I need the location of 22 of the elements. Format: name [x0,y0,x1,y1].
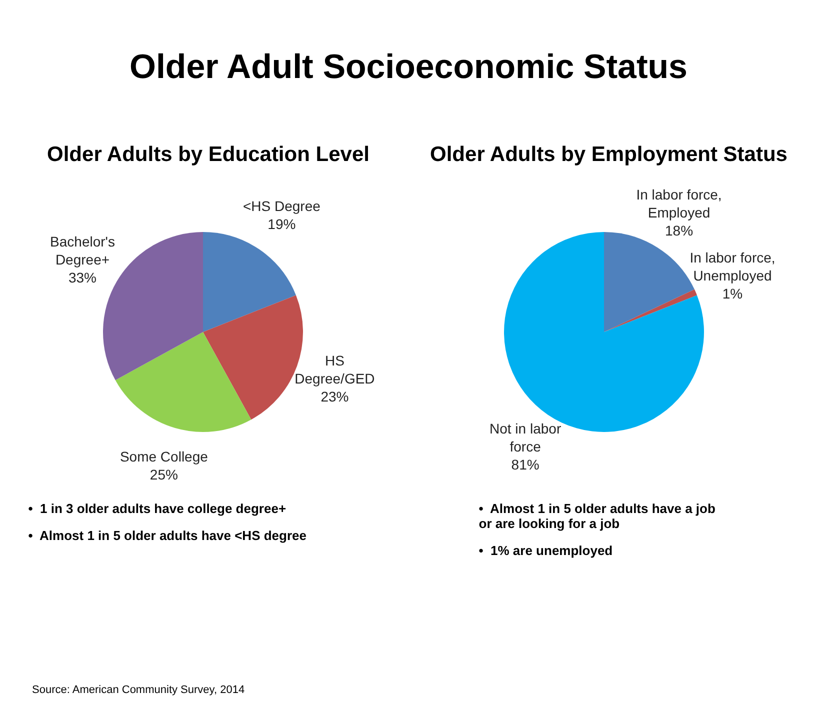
slice-label: HS Degree/GED [294,352,376,386]
data-label: 1% [722,285,742,302]
source-note: Source: American Community Survey, 2014 [32,684,245,696]
slice-label: Some College [120,448,208,464]
data-label: 81% [511,456,540,473]
slice-label: In labor force, Unemployed [689,249,776,284]
chart-title: Older Adults by Employment Status [429,143,788,167]
data-label: 23% [320,388,349,404]
text: • 1 in 3 older adults have college degree+ [28,501,288,516]
text: • 1% are unemployed [478,543,614,558]
text: Older Adult Socioeconomic Status [128,47,688,87]
slice-label: <HS Degree [243,198,321,214]
data-label: 25% [150,466,178,482]
slice-label: Not in labor force [489,420,562,455]
text: • Almost 1 in 5 older adults have <HS degree [28,528,308,543]
data-label: 18% [664,222,693,239]
data-label: 19% [268,216,296,232]
text: • Almost 1 in 5 older adults have a job or are looking for a job [478,501,716,531]
slice-label: Bachelor's Degree+ [50,234,116,268]
chart-title: Older Adults by Education Level [46,143,370,167]
data-label: 33% [68,270,97,286]
slice-label: In labor force, Employed [636,186,722,221]
